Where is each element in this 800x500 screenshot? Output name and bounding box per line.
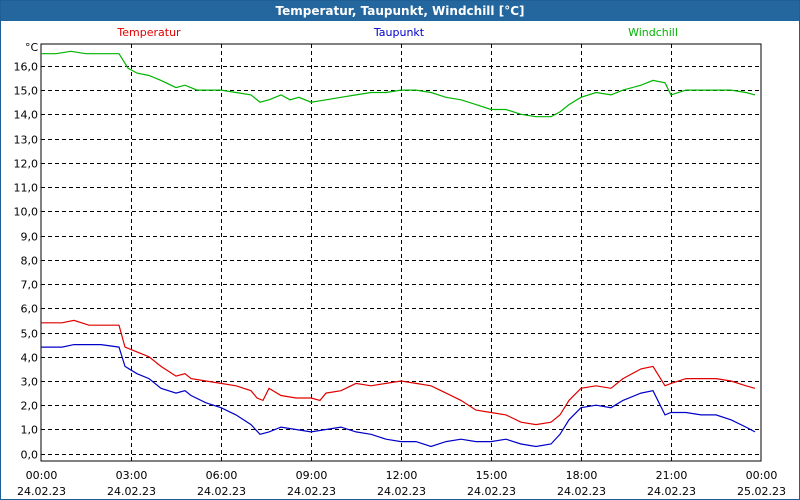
- legend-entry: Windchill: [628, 26, 678, 39]
- y-tick-label: 1,0: [21, 424, 39, 437]
- x-tick-time: 06:00: [206, 469, 238, 482]
- y-tick-label: 14,0: [14, 109, 39, 122]
- y-tick-label: 6,0: [21, 303, 39, 316]
- x-tick-date: 24.02.23: [377, 485, 426, 498]
- x-tick-date: 24.02.23: [197, 485, 246, 498]
- x-tick-time: 00:00: [26, 469, 58, 482]
- y-tick-label: 3,0: [21, 376, 39, 389]
- y-axis-unit: °C: [25, 41, 39, 54]
- x-tick-date: 24.02.23: [557, 485, 606, 498]
- y-tick-label: 16,0: [14, 61, 39, 74]
- chart-title: Temperatur, Taupunkt, Windchill [°C]: [1, 1, 799, 21]
- x-tick-time: 15:00: [476, 469, 508, 482]
- line-chart: 0,0 1,0 2,0 3,0 4,0 5,0 6,0 7,0 8,0 9,0 10,0 11,0 12…: [14, 26, 786, 498]
- y-tick-label: 0,0: [21, 449, 39, 462]
- x-tick-time: 21:00: [656, 469, 688, 482]
- y-tick-label: 11,0: [14, 182, 39, 195]
- y-tick-label: 12,0: [14, 158, 39, 171]
- y-tick-label: 8,0: [21, 255, 39, 268]
- x-tick-date: 24.02.23: [107, 485, 156, 498]
- x-tick-date: 24.02.23: [17, 485, 66, 498]
- y-tick-label: 2,0: [21, 400, 39, 413]
- y-tick-label: 7,0: [21, 279, 39, 292]
- x-tick-date: 24.02.23: [647, 485, 696, 498]
- x-tick-time: 12:00: [386, 469, 418, 482]
- y-tick-label: 13,0: [14, 134, 39, 147]
- y-tick-label: 10,0: [14, 206, 39, 219]
- series-line-windchill: [41, 50, 756, 118]
- y-tick-label: 5,0: [21, 328, 39, 341]
- x-tick-date: 24.02.23: [467, 485, 516, 498]
- legend-entry: Taupunkt: [373, 26, 425, 39]
- series-line-temperatur: [41, 319, 756, 426]
- series-line-taupunkt: [41, 344, 756, 448]
- y-tick-label: 15,0: [14, 85, 39, 98]
- x-tick-date: 24.02.23: [287, 485, 336, 498]
- y-tick-label: 4,0: [21, 352, 39, 365]
- legend-entry: Temperatur: [116, 26, 181, 39]
- x-tick-time: 09:00: [296, 469, 328, 482]
- y-tick-label: 9,0: [21, 231, 39, 244]
- x-tick-time: 00:00: [746, 469, 778, 482]
- x-tick-time: 03:00: [116, 469, 148, 482]
- plot-frame: [40, 43, 762, 462]
- x-tick-date: 25.02.23: [737, 485, 786, 498]
- x-tick-time: 18:00: [566, 469, 598, 482]
